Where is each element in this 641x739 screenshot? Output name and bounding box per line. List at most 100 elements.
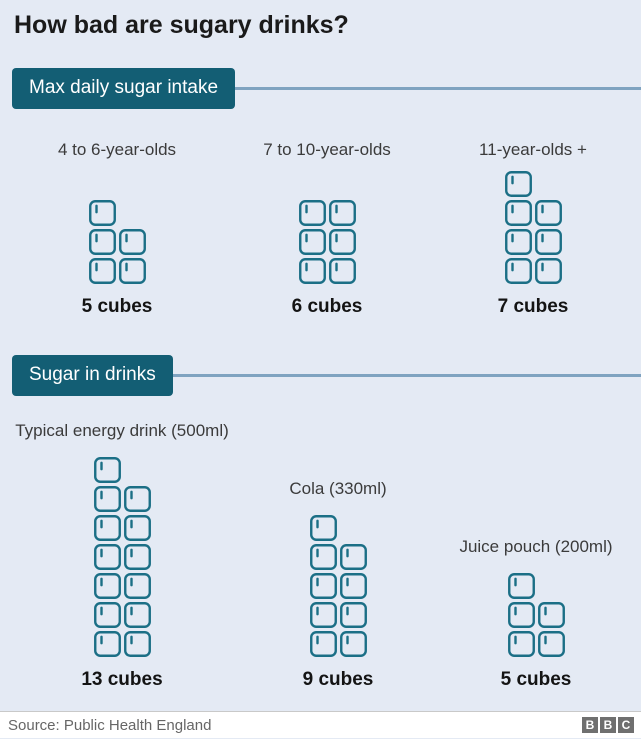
sugar-cube-icon	[118, 258, 146, 284]
cube-row	[309, 602, 367, 628]
sugar-cube-icon	[504, 200, 532, 226]
sugar-cube-icon	[93, 631, 121, 657]
age-group-column-7-10: 7 to 10-year-olds 6 cubes	[217, 140, 437, 317]
sugar-cube-stack	[309, 515, 367, 657]
sugar-cube-icon	[339, 573, 367, 599]
sugar-cube-icon	[93, 457, 121, 483]
cube-count-label: 9 cubes	[302, 669, 374, 690]
cube-row	[309, 544, 367, 570]
sugar-cube-stack	[93, 457, 151, 657]
sugar-cube-icon	[504, 258, 532, 284]
drink-column-juice-pouch: Juice pouch (200ml) 5 cubes	[416, 400, 641, 690]
cube-row	[93, 486, 151, 512]
item-label: 4 to 6-year-olds	[57, 140, 177, 159]
cube-row	[504, 200, 562, 226]
sugar-cube-icon	[534, 200, 562, 226]
cube-row	[93, 602, 151, 628]
sugar-cube-stack	[88, 200, 146, 284]
sugar-cube-icon	[507, 631, 535, 657]
sugar-cube-icon	[507, 573, 535, 599]
footer: Source: Public Health England B B C	[0, 711, 641, 738]
sugar-cube-icon	[93, 515, 121, 541]
sugar-cube-icon	[123, 544, 151, 570]
cube-row	[88, 200, 146, 226]
sugar-cube-icon	[123, 486, 151, 512]
sugar-cube-icon	[328, 200, 356, 226]
bbc-logo-letter: B	[582, 717, 598, 733]
cube-row	[93, 515, 151, 541]
bbc-logo: B B C	[582, 717, 634, 733]
cube-row	[504, 171, 562, 197]
sugar-cube-icon	[309, 515, 337, 541]
cube-row	[309, 573, 367, 599]
sugar-cube-icon	[93, 544, 121, 570]
sugar-cube-icon	[123, 573, 151, 599]
sugar-cube-icon	[123, 515, 151, 541]
cube-row	[309, 631, 367, 657]
cube-count-label: 5 cubes	[81, 296, 153, 317]
sugar-cube-icon	[309, 631, 337, 657]
sugar-cube-icon	[504, 229, 532, 255]
cube-count-label: 6 cubes	[291, 296, 363, 317]
sugar-cube-icon	[507, 602, 535, 628]
banner-connector-line	[235, 87, 641, 90]
sugar-cube-stack	[298, 200, 356, 284]
page-title: How bad are sugary drinks?	[14, 11, 349, 39]
cube-row	[93, 631, 151, 657]
cube-row	[507, 631, 565, 657]
cube-row	[88, 229, 146, 255]
item-label: Cola (330ml)	[289, 479, 387, 498]
sugar-cube-icon	[309, 602, 337, 628]
sugar-cube-icon	[339, 544, 367, 570]
sugar-cube-icon	[88, 258, 116, 284]
drink-column-cola: Cola (330ml) 9 cubes	[218, 400, 458, 690]
cube-row	[93, 457, 151, 483]
sugar-cube-stack	[504, 171, 562, 284]
cube-row	[93, 544, 151, 570]
sugar-cube-icon	[123, 602, 151, 628]
sugar-cube-icon	[537, 631, 565, 657]
sugar-cube-icon	[123, 631, 151, 657]
item-label: Typical energy drink (500ml)	[15, 421, 229, 440]
section-header-max-daily-intake: Max daily sugar intake	[12, 68, 641, 109]
sugar-cube-icon	[328, 229, 356, 255]
age-group-column-4-6: 4 to 6-year-olds 5 cubes	[7, 140, 227, 317]
sugar-cube-icon	[88, 229, 116, 255]
sugar-cube-icon	[339, 631, 367, 657]
sugar-cube-icon	[298, 200, 326, 226]
cube-row	[88, 258, 146, 284]
section-banner: Sugar in drinks	[12, 355, 173, 396]
sugar-cube-icon	[328, 258, 356, 284]
cube-row	[93, 573, 151, 599]
item-label: Juice pouch (200ml)	[459, 537, 613, 556]
cube-row	[507, 602, 565, 628]
cube-row	[504, 229, 562, 255]
section-header-sugar-in-drinks: Sugar in drinks	[12, 355, 641, 396]
cube-row	[504, 258, 562, 284]
bbc-logo-letter: C	[618, 717, 634, 733]
sugar-cube-icon	[537, 602, 565, 628]
sugar-cube-icon	[298, 229, 326, 255]
sugar-cube-stack	[507, 573, 565, 657]
sugar-cube-icon	[309, 573, 337, 599]
item-label: 7 to 10-year-olds	[263, 140, 391, 159]
cube-row	[298, 229, 356, 255]
sugar-cube-icon	[298, 258, 326, 284]
sugar-cube-icon	[534, 258, 562, 284]
cube-count-label: 13 cubes	[81, 669, 163, 690]
cube-count-label: 5 cubes	[500, 669, 572, 690]
item-label: 11-year-olds +	[479, 140, 587, 159]
bbc-logo-letter: B	[600, 717, 616, 733]
section-banner: Max daily sugar intake	[12, 68, 236, 109]
source-attribution: Source: Public Health England	[8, 716, 212, 734]
cube-row	[298, 200, 356, 226]
sugar-cube-icon	[93, 486, 121, 512]
sugar-cube-icon	[93, 573, 121, 599]
banner-connector-line	[172, 374, 641, 377]
sugar-cube-icon	[504, 171, 532, 197]
cube-row	[507, 573, 565, 599]
sugar-cube-icon	[309, 544, 337, 570]
sugar-cube-icon	[118, 229, 146, 255]
sugar-cube-icon	[88, 200, 116, 226]
